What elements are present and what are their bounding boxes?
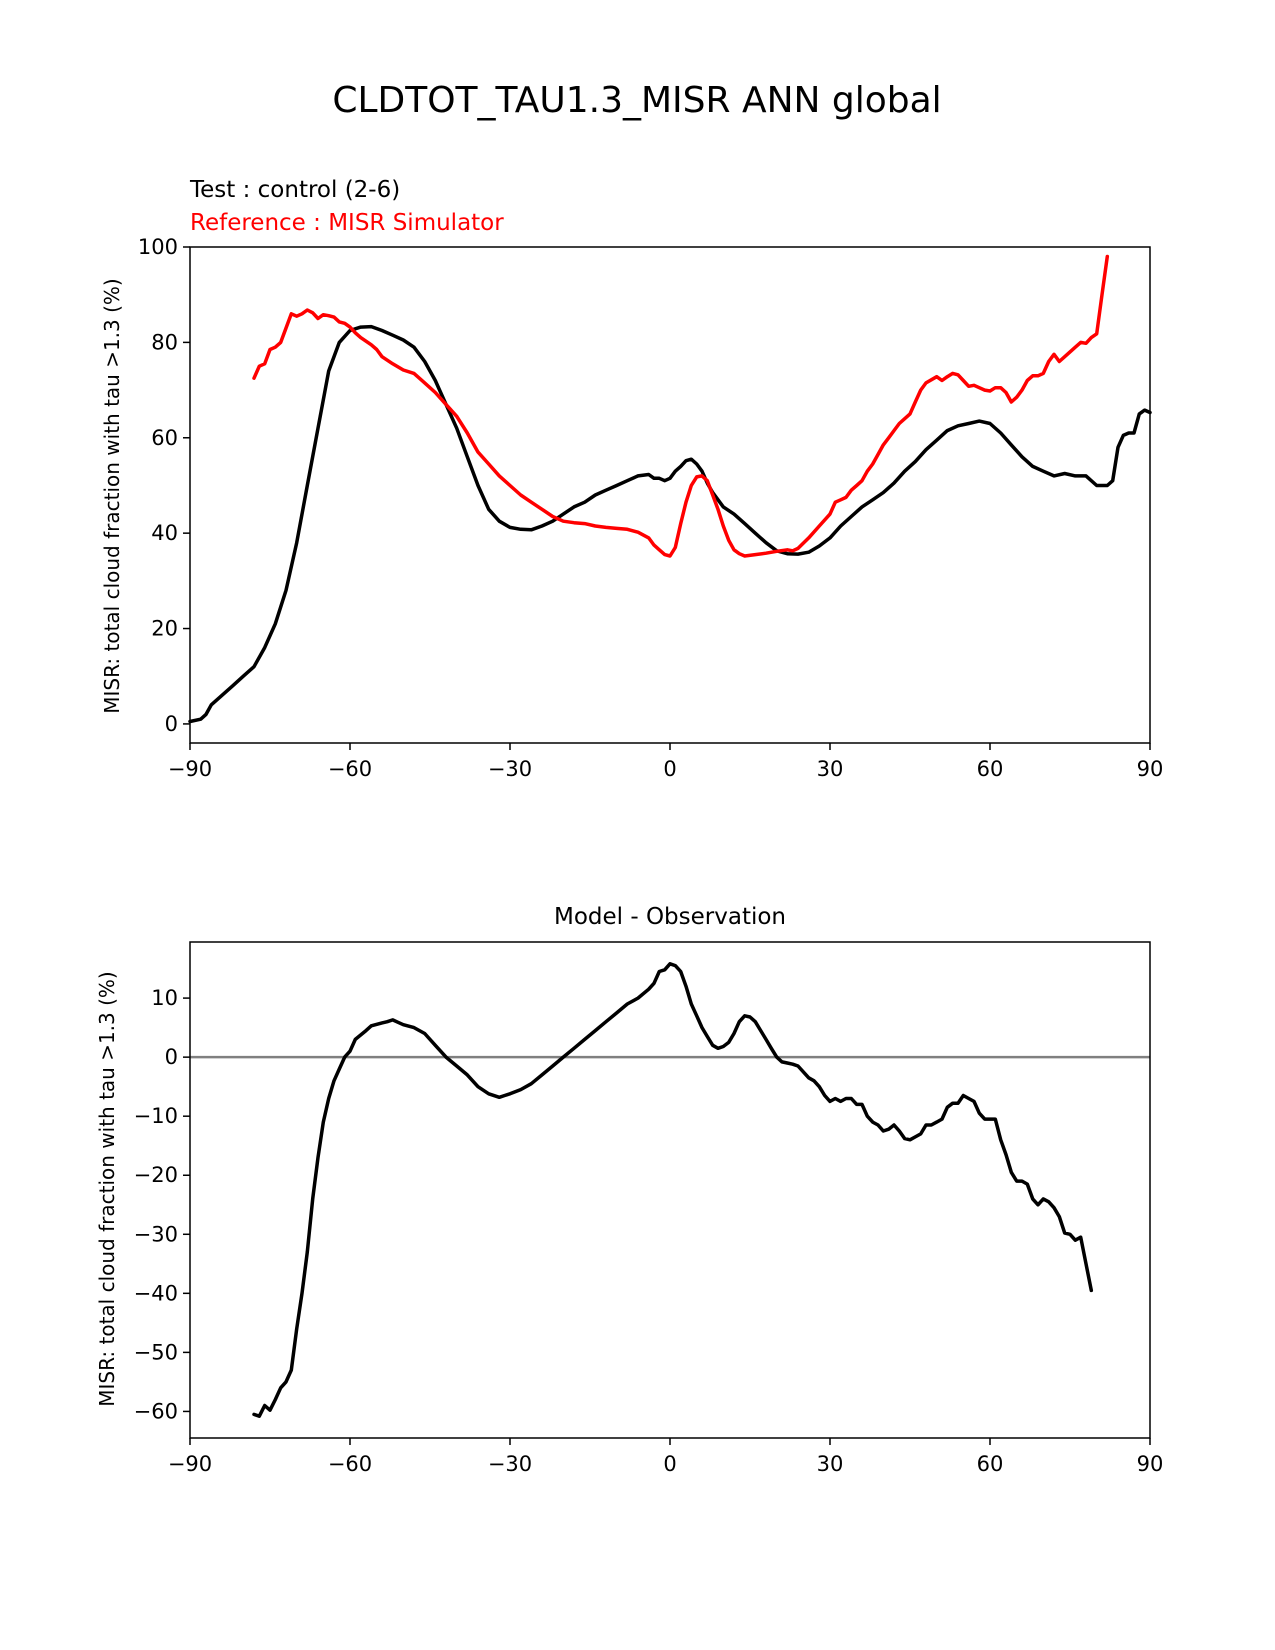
bottom-x-tick-label: 90 xyxy=(1137,1452,1164,1476)
top-y-tick-label: 20 xyxy=(151,617,178,641)
bottom-axis-ticks: −90 −60 −30 0 30 60 90 −60 −50 −40 −30 −20 −10 0 10 xyxy=(134,986,1164,1476)
bottom-x-tick-label: 30 xyxy=(817,1452,844,1476)
bottom-x-tick-label: −30 xyxy=(488,1452,532,1476)
top-x-tick-label: −90 xyxy=(168,757,212,781)
reference-label: Reference : MISR Simulator xyxy=(190,210,504,236)
top-panel: Test : control (2-6) Reference : MISR Si… xyxy=(100,177,1163,781)
top-x-tick-label: −60 xyxy=(328,757,372,781)
bottom-series-lines xyxy=(252,962,1094,1418)
top-axes-frame xyxy=(189,246,1151,744)
bottom-x-tick-label: −60 xyxy=(328,1452,372,1476)
top-y-axis-label: MISR: total cloud fraction with tau >1.3… xyxy=(100,278,124,713)
top-series-line-1 xyxy=(252,254,1110,558)
top-series-line-0 xyxy=(188,324,1152,724)
bottom-x-tick-label: 0 xyxy=(663,1452,676,1476)
top-y-tick-label: 80 xyxy=(151,330,178,354)
test-label: Test : control (2-6) xyxy=(189,177,400,203)
bottom-y-tick-label: −30 xyxy=(134,1222,178,1246)
bottom-title: Model - Observation xyxy=(554,904,786,930)
top-axis-ticks: −90 −60 −30 0 30 60 90 0 20 40 60 80 100 xyxy=(138,235,1163,781)
bottom-y-tick-label: −50 xyxy=(134,1340,178,1364)
bottom-axes-frame xyxy=(189,941,1151,1439)
bottom-x-tick-label: −90 xyxy=(168,1452,212,1476)
bottom-x-tick-label: 60 xyxy=(977,1452,1004,1476)
top-series-lines xyxy=(188,254,1152,724)
figure-title: CLDTOT_TAU1.3_MISR ANN global xyxy=(332,80,941,121)
bottom-y-axis-label: MISR: total cloud fraction with tau >1.3… xyxy=(95,971,119,1406)
bottom-panel: Model - Observation MISR: total cloud fr… xyxy=(95,904,1163,1476)
top-x-tick-label: 60 xyxy=(977,757,1004,781)
top-y-tick-label: 100 xyxy=(138,235,178,259)
bottom-y-tick-label: 0 xyxy=(165,1045,178,1069)
top-x-tick-label: 90 xyxy=(1137,757,1164,781)
bottom-y-tick-label: 10 xyxy=(151,986,178,1010)
bottom-y-tick-label: −10 xyxy=(134,1104,178,1128)
bottom-y-tick-label: −40 xyxy=(134,1281,178,1305)
bottom-series-line-0 xyxy=(252,962,1094,1418)
top-y-tick-label: 0 xyxy=(165,712,178,736)
top-x-tick-label: 0 xyxy=(663,757,676,781)
top-x-tick-label: 30 xyxy=(817,757,844,781)
top-x-tick-label: −30 xyxy=(488,757,532,781)
bottom-y-tick-label: −60 xyxy=(134,1399,178,1423)
top-y-tick-label: 40 xyxy=(151,521,178,545)
top-y-tick-label: 60 xyxy=(151,426,178,450)
bottom-y-tick-label: −20 xyxy=(134,1163,178,1187)
